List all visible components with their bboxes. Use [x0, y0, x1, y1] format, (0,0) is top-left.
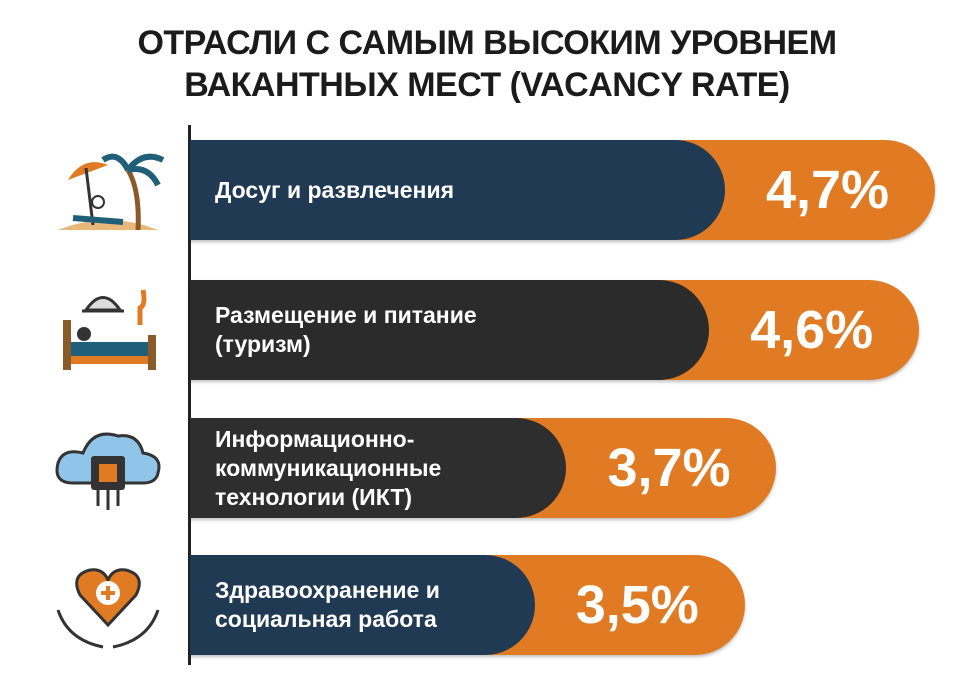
category-label: Информационно-коммуникационные технологи… — [215, 425, 442, 510]
chart-title: ОТРАСЛИ С САМЫМ ВЫСОКИМ УРОВНЕМ ВАКАНТНЫ… — [137, 24, 837, 104]
category-label: Досуг и развлечения — [215, 176, 455, 203]
bar-row: Информационно-коммуникационные технологи… — [190, 418, 777, 518]
axis-line — [188, 125, 191, 665]
label-band — [190, 140, 725, 240]
value-label: 3,7% — [607, 438, 731, 498]
leisure-icon — [58, 153, 165, 231]
hotel-icon — [63, 289, 156, 370]
category-label: Здравоохранение и социальная работа — [215, 577, 440, 632]
category-label: Размещение и питание (туризм) — [215, 302, 477, 357]
label-band — [190, 555, 535, 655]
label-band — [190, 280, 710, 380]
ict-icon — [55, 432, 161, 510]
bar-row: Досуг и развлечения 4,7% — [190, 140, 935, 240]
label-band — [190, 418, 567, 518]
bar-row: Здравоохранение и социальная работа 3,5% — [190, 555, 745, 655]
bar-row: Размещение и питание (туризм) 4,6% — [190, 280, 920, 380]
value-label: 4,7% — [765, 160, 890, 220]
value-label: 4,6% — [750, 300, 874, 360]
value-label: 3,5% — [575, 575, 699, 635]
health-icon — [56, 568, 160, 649]
